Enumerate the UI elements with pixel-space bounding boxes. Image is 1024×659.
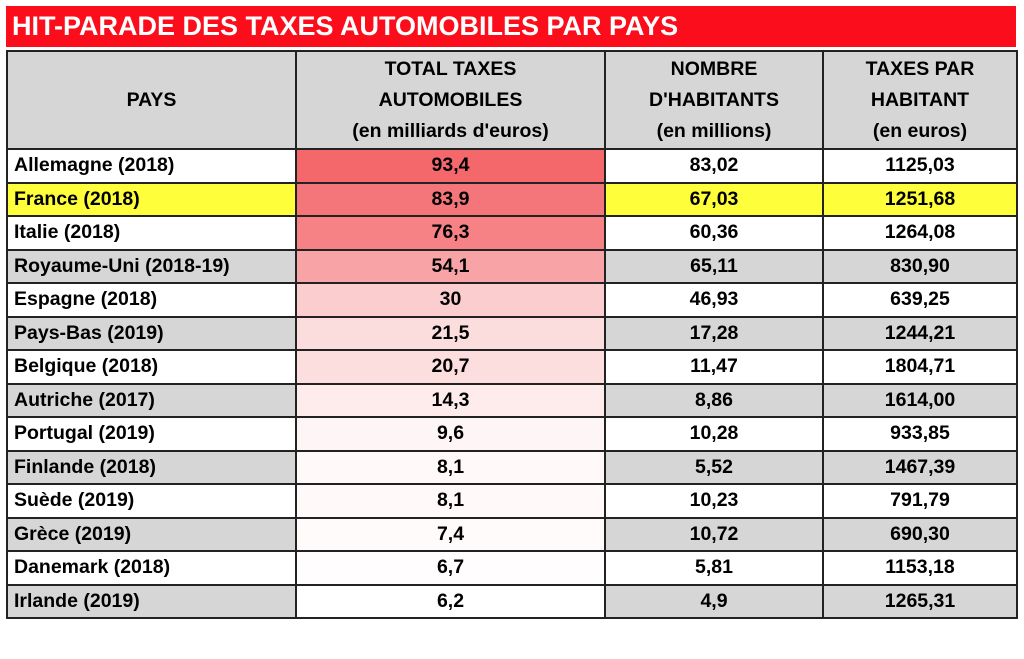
- taxes-per-habitant-cell: 1244,21: [822, 315, 1018, 351]
- habitants-cell: 5,52: [604, 449, 824, 485]
- header-taxes-par-habitant: TAXES PAR HABITANT (en euros): [822, 50, 1018, 150]
- header-line: TAXES PAR: [865, 57, 975, 80]
- country-cell: Belgique (2018): [6, 349, 297, 385]
- total-taxes-cell: 93,4: [295, 148, 606, 184]
- header-line: PAYS: [126, 88, 177, 111]
- total-taxes-cell: 14,3: [295, 382, 606, 418]
- country-cell: Irlande (2019): [6, 583, 297, 619]
- header-line: D'HABITANTS: [649, 88, 779, 111]
- total-taxes-cell: 30: [295, 282, 606, 318]
- total-taxes-cell: 7,4: [295, 516, 606, 552]
- habitants-cell: 11,47: [604, 349, 824, 385]
- header-habitants: NOMBRE D'HABITANTS (en millions): [604, 50, 824, 150]
- habitants-cell: 83,02: [604, 148, 824, 184]
- taxes-per-habitant-cell: 1804,71: [822, 349, 1018, 385]
- country-cell: Royaume-Uni (2018-19): [6, 248, 297, 284]
- taxes-per-habitant-cell: 639,25: [822, 282, 1018, 318]
- total-taxes-cell: 21,5: [295, 315, 606, 351]
- total-taxes-cell: 83,9: [295, 181, 606, 217]
- total-taxes-cell: 6,2: [295, 583, 606, 619]
- header-line: (en euros): [872, 119, 968, 142]
- country-cell: Finlande (2018): [6, 449, 297, 485]
- table-row: Italie (2018) 76,3 60,36 1264,08: [6, 215, 1018, 251]
- header-row: PAYS TOTAL TAXES AUTOMOBILES (en milliards …: [6, 50, 1018, 150]
- habitants-cell: 10,28: [604, 416, 824, 452]
- table-container: HIT-PARADE DES TAXES AUTOMOBILES PAR PAY…: [6, 6, 1018, 619]
- habitants-cell: 4,9: [604, 583, 824, 619]
- habitants-cell: 67,03: [604, 181, 824, 217]
- table-row: Danemark (2018) 6,7 5,81 1153,18: [6, 550, 1018, 586]
- header-total-taxes: TOTAL TAXES AUTOMOBILES (en milliards d'eu…: [295, 50, 606, 150]
- table-row: Finlande (2018) 8,1 5,52 1467,39: [6, 449, 1018, 485]
- table-row: Royaume-Uni (2018-19) 54,1 65,11 830,90: [6, 248, 1018, 284]
- total-taxes-cell: 20,7: [295, 349, 606, 385]
- country-cell: France (2018): [6, 181, 297, 217]
- table-row: Pays-Bas (2019) 21,5 17,28 1244,21: [6, 315, 1018, 351]
- table-row: Belgique (2018) 20,7 11,47 1804,71: [6, 349, 1018, 385]
- table-row: Portugal (2019) 9,6 10,28 933,85: [6, 416, 1018, 452]
- header-pays: PAYS: [6, 50, 297, 150]
- taxes-per-habitant-cell: 791,79: [822, 483, 1018, 519]
- header-line: TOTAL TAXES: [384, 57, 517, 80]
- total-taxes-cell: 9,6: [295, 416, 606, 452]
- header-line: (en milliards d'euros): [352, 119, 549, 142]
- taxes-per-habitant-cell: 690,30: [822, 516, 1018, 552]
- habitants-cell: 10,72: [604, 516, 824, 552]
- habitants-cell: 8,86: [604, 382, 824, 418]
- table-row: Allemagne (2018) 93,4 83,02 1125,03: [6, 148, 1018, 184]
- country-cell: Suède (2019): [6, 483, 297, 519]
- habitants-cell: 5,81: [604, 550, 824, 586]
- country-cell: Pays-Bas (2019): [6, 315, 297, 351]
- habitants-cell: 65,11: [604, 248, 824, 284]
- total-taxes-cell: 76,3: [295, 215, 606, 251]
- taxes-per-habitant-cell: 933,85: [822, 416, 1018, 452]
- taxes-per-habitant-cell: 1265,31: [822, 583, 1018, 619]
- header-line: (en millions): [656, 119, 772, 142]
- country-cell: Danemark (2018): [6, 550, 297, 586]
- country-cell: Espagne (2018): [6, 282, 297, 318]
- table-row: Grèce (2019) 7,4 10,72 690,30: [6, 516, 1018, 552]
- taxes-per-habitant-cell: 1614,00: [822, 382, 1018, 418]
- taxes-per-habitant-cell: 830,90: [822, 248, 1018, 284]
- taxes-per-habitant-cell: 1125,03: [822, 148, 1018, 184]
- taxes-per-habitant-cell: 1467,39: [822, 449, 1018, 485]
- tax-table: PAYS TOTAL TAXES AUTOMOBILES (en milliards …: [6, 50, 1018, 619]
- table-row: Autriche (2017) 14,3 8,86 1614,00: [6, 382, 1018, 418]
- taxes-per-habitant-cell: 1153,18: [822, 550, 1018, 586]
- header-line: AUTOMOBILES: [378, 88, 523, 111]
- table-row: Irlande (2019) 6,2 4,9 1265,31: [6, 583, 1018, 619]
- header-line: HABITANT: [870, 88, 970, 111]
- total-taxes-cell: 6,7: [295, 550, 606, 586]
- total-taxes-cell: 8,1: [295, 449, 606, 485]
- total-taxes-cell: 8,1: [295, 483, 606, 519]
- country-cell: Italie (2018): [6, 215, 297, 251]
- table-row: France (2018) 83,9 67,03 1251,68: [6, 181, 1018, 217]
- habitants-cell: 46,93: [604, 282, 824, 318]
- country-cell: Grèce (2019): [6, 516, 297, 552]
- country-cell: Portugal (2019): [6, 416, 297, 452]
- habitants-cell: 10,23: [604, 483, 824, 519]
- country-cell: Autriche (2017): [6, 382, 297, 418]
- country-cell: Allemagne (2018): [6, 148, 297, 184]
- table-title: HIT-PARADE DES TAXES AUTOMOBILES PAR PAY…: [6, 6, 1016, 47]
- taxes-per-habitant-cell: 1251,68: [822, 181, 1018, 217]
- taxes-per-habitant-cell: 1264,08: [822, 215, 1018, 251]
- table-row: Espagne (2018) 30 46,93 639,25: [6, 282, 1018, 318]
- table-row: Suède (2019) 8,1 10,23 791,79: [6, 483, 1018, 519]
- total-taxes-cell: 54,1: [295, 248, 606, 284]
- header-line: NOMBRE: [670, 57, 758, 80]
- habitants-cell: 17,28: [604, 315, 824, 351]
- habitants-cell: 60,36: [604, 215, 824, 251]
